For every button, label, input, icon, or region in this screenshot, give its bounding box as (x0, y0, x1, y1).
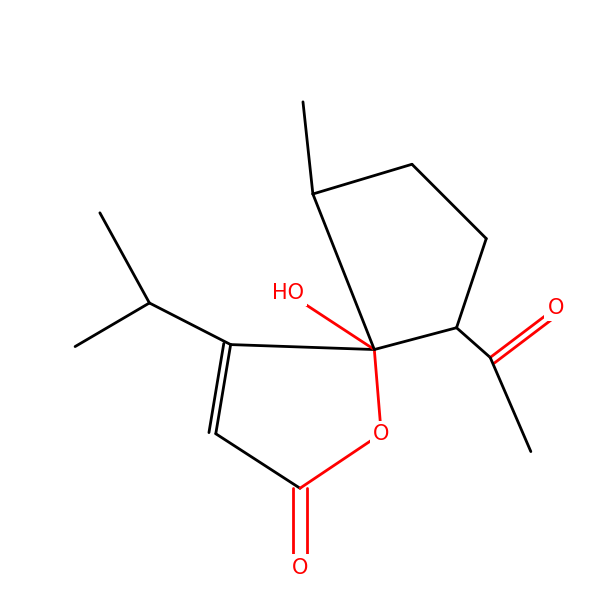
Text: O: O (292, 557, 308, 577)
Text: HO: HO (272, 283, 304, 303)
Text: O: O (373, 424, 389, 444)
Text: O: O (547, 298, 564, 318)
